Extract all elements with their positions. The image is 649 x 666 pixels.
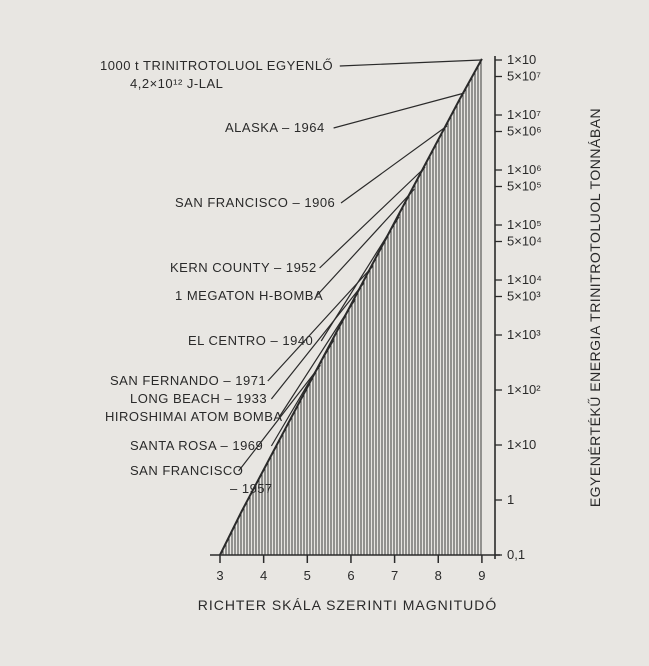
svg-text:1×10²: 1×10² [507, 382, 541, 397]
svg-text:SAN FRANCISCO: SAN FRANCISCO [130, 463, 243, 478]
svg-text:EL CENTRO – 1940: EL CENTRO – 1940 [188, 333, 313, 348]
svg-text:1: 1 [507, 492, 514, 507]
svg-text:SAN FRANCISCO – 1906: SAN FRANCISCO – 1906 [175, 195, 335, 210]
svg-text:LONG BEACH – 1933: LONG BEACH – 1933 [130, 391, 267, 406]
svg-text:5×10⁵: 5×10⁵ [507, 179, 542, 194]
svg-text:KERN COUNTY – 1952: KERN COUNTY – 1952 [170, 260, 317, 275]
svg-text:1×10⁵: 1×10⁵ [507, 217, 542, 232]
svg-text:ALASKA – 1964: ALASKA – 1964 [225, 120, 325, 135]
svg-text:8: 8 [435, 568, 442, 583]
svg-text:1×10³: 1×10³ [507, 327, 541, 342]
richter-energy-chart: 3 4 5 6 7 8 9 0,1 1 1×10 1×10² 1×10³ 5×10³ 1×10⁴ 5×10⁴… [0, 0, 649, 666]
svg-text:1×10: 1×10 [507, 437, 536, 452]
svg-text:5×10⁷: 5×10⁷ [507, 69, 541, 84]
svg-text:5×10⁴: 5×10⁴ [507, 234, 542, 249]
svg-text:1×10⁷: 1×10⁷ [507, 107, 541, 122]
svg-text:4,2×10¹² J-LAL: 4,2×10¹² J-LAL [130, 76, 223, 91]
svg-text:5×10³: 5×10³ [507, 289, 541, 304]
svg-text:HIROSHIMAI ATOM BOMBA: HIROSHIMAI ATOM BOMBA [105, 409, 283, 424]
svg-text:9: 9 [478, 568, 485, 583]
svg-text:6: 6 [347, 568, 354, 583]
svg-text:4: 4 [260, 568, 267, 583]
svg-text:1×10⁴: 1×10⁴ [507, 272, 542, 287]
svg-text:3: 3 [216, 568, 223, 583]
svg-text:7: 7 [391, 568, 398, 583]
svg-text:5: 5 [304, 568, 311, 583]
svg-text:EGYENÉRTÉKŰ ENERGIA TRINITROTO: EGYENÉRTÉKŰ ENERGIA TRINITROTOLUOL TONNÁ… [587, 108, 603, 507]
svg-text:1×10: 1×10 [507, 52, 536, 67]
svg-text:– 1957: – 1957 [230, 481, 273, 496]
svg-text:SANTA ROSA – 1969: SANTA ROSA – 1969 [130, 438, 263, 453]
svg-text:SAN FERNANDO – 1971: SAN FERNANDO – 1971 [110, 373, 266, 388]
svg-text:1 MEGATON H-BOMBA: 1 MEGATON H-BOMBA [175, 288, 323, 303]
svg-text:0,1: 0,1 [507, 547, 525, 562]
svg-text:RICHTER SKÁLA SZERINTI MAGNITU: RICHTER SKÁLA SZERINTI MAGNITUDÓ [198, 597, 498, 613]
svg-text:1000 t TRINITROTOLUOL EGYENLŐ: 1000 t TRINITROTOLUOL EGYENLŐ [100, 58, 333, 73]
svg-text:1×10⁶: 1×10⁶ [507, 162, 542, 177]
svg-text:5×10⁶: 5×10⁶ [507, 124, 542, 139]
